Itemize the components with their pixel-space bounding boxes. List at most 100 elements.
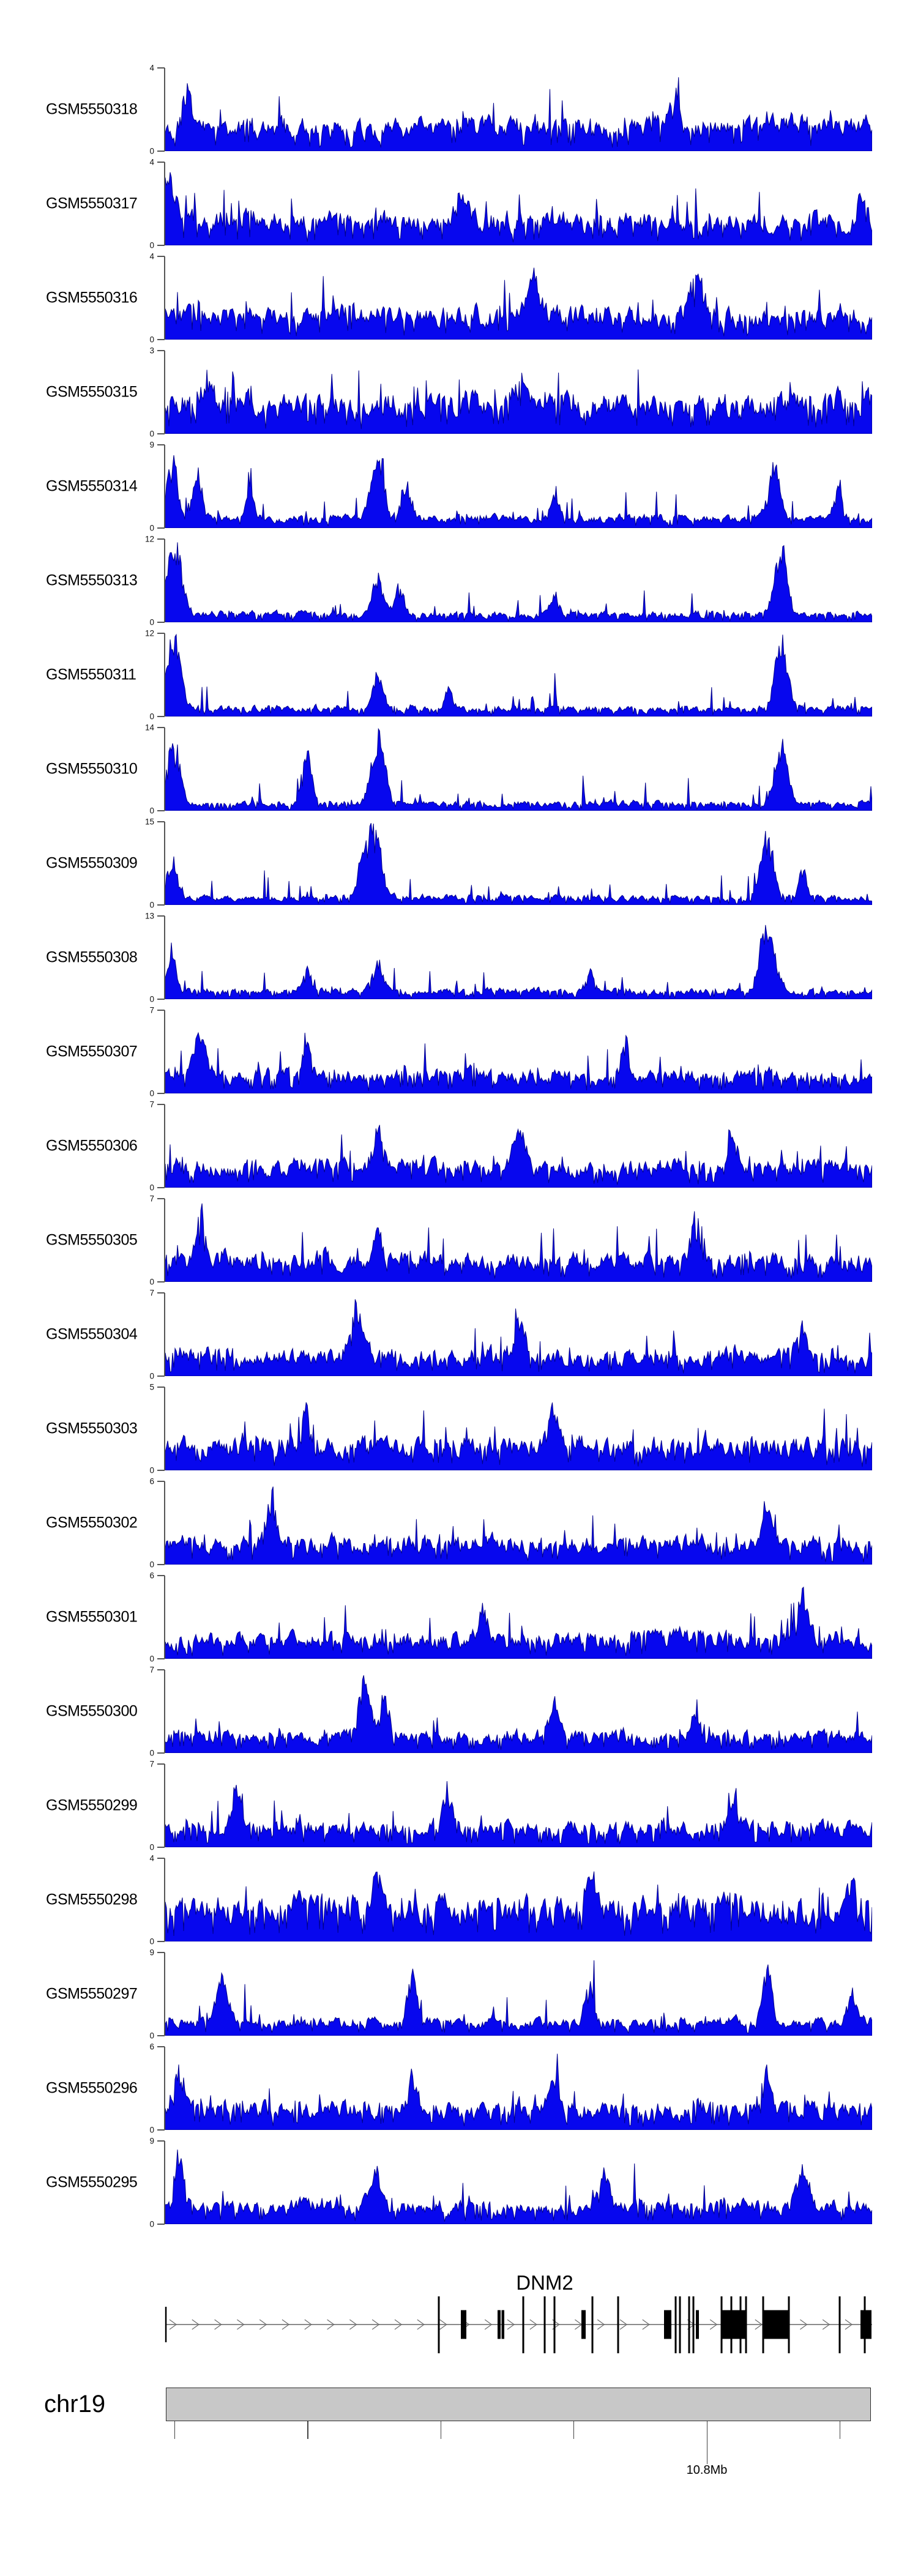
coverage-polygon [165, 1871, 872, 1941]
y-axis-zero-label: 0 [149, 335, 154, 344]
y-axis-zero-label: 0 [149, 806, 154, 816]
y-axis-max-label: 4 [149, 251, 154, 261]
signal-area-GSM5550297 [165, 1960, 872, 2036]
y-axis-tick [157, 1198, 165, 1199]
y-axis-zero-label: 0 [149, 1748, 154, 1758]
signal-area-GSM5550304 [165, 1299, 872, 1376]
y-axis-tick [157, 339, 165, 340]
track-label: GSM5550310 [46, 760, 138, 778]
coverage-polygon [165, 1781, 872, 1847]
exon-boundary-line [688, 2296, 690, 2353]
y-axis-zero-label: 0 [149, 1654, 154, 1664]
y-axis-max-label: 4 [149, 157, 154, 167]
y-axis-line [164, 1387, 165, 1470]
y-axis-zero-label: 0 [149, 1465, 154, 1475]
y-axis-tick [157, 1093, 165, 1094]
track-label: GSM5550298 [46, 1891, 138, 1908]
y-axis-max-label: 15 [144, 817, 154, 827]
track-label: GSM5550304 [46, 1325, 138, 1343]
y-axis-max-label: 9 [149, 1948, 154, 1957]
signal-area-GSM5550308 [165, 925, 872, 999]
track-label: GSM5550313 [46, 571, 138, 589]
y-axis-line [164, 1764, 165, 1847]
y-axis-tick [157, 1292, 165, 1294]
track-label: GSM5550303 [46, 1420, 138, 1437]
strand-arrow-icon [507, 2319, 515, 2330]
signal-area-GSM5550298 [165, 1871, 872, 1941]
track-label: GSM5550296 [46, 2079, 138, 2097]
y-axis-zero-label: 0 [149, 1183, 154, 1193]
y-axis-tick [157, 1941, 165, 1942]
y-axis-tick [157, 527, 165, 529]
y-axis-max-label: 4 [149, 1853, 154, 1863]
track-label: GSM5550318 [46, 100, 138, 118]
signal-area-GSM5550295 [165, 2150, 872, 2224]
y-axis-tick [157, 1847, 165, 1848]
y-axis-tick [157, 633, 165, 634]
exon-boundary-line [674, 2296, 677, 2353]
y-axis-tick [157, 256, 165, 257]
genome-axis-tick [307, 2421, 308, 2439]
exon-box [696, 2310, 699, 2339]
exon-boundary-line [692, 2296, 695, 2353]
y-axis-zero-label: 0 [149, 1371, 154, 1381]
track-label: GSM5550297 [46, 1985, 138, 2003]
signal-area-GSM5550317 [165, 172, 872, 245]
signal-area-GSM5550309 [165, 823, 872, 905]
y-axis-zero-label: 0 [149, 2031, 154, 2041]
track-label: GSM5550306 [46, 1137, 138, 1155]
y-axis-line [164, 1858, 165, 1941]
y-axis-line [164, 916, 165, 999]
y-axis-zero-label: 0 [149, 1277, 154, 1287]
exon-boundary-line [838, 2296, 841, 2353]
y-axis-tick [157, 1387, 165, 1388]
track-label: GSM5550307 [46, 1043, 138, 1060]
track-label: GSM5550305 [46, 1231, 138, 1249]
y-axis-line [164, 2141, 165, 2224]
genome-axis-tick [573, 2421, 575, 2439]
y-axis-line [164, 445, 165, 528]
signal-area-GSM5550310 [165, 728, 872, 811]
y-axis-tick [157, 1658, 165, 1659]
signal-area-GSM5550313 [165, 542, 872, 622]
y-axis-tick [157, 1104, 165, 1105]
y-axis-line [164, 539, 165, 622]
y-axis-tick [157, 433, 165, 434]
track-label: GSM5550300 [46, 1702, 138, 1720]
y-axis-tick [157, 1375, 165, 1377]
y-axis-max-label: 12 [144, 534, 154, 544]
y-axis-zero-label: 0 [149, 1089, 154, 1098]
signal-area-GSM5550300 [165, 1675, 872, 1753]
y-axis-max-label: 7 [149, 1194, 154, 1204]
chromosome-label: chr19 [44, 2391, 106, 2418]
strand-arrow-icon [237, 2319, 245, 2330]
y-axis-line [164, 728, 165, 811]
strand-arrow-icon [371, 2319, 380, 2330]
y-axis-max-label: 6 [149, 1476, 154, 1486]
signal-area-GSM5550315 [165, 369, 872, 434]
signal-area-GSM5550314 [165, 455, 872, 528]
exon-boundary-line [543, 2296, 546, 2353]
y-axis-tick [157, 1281, 165, 1282]
y-axis-tick [157, 1952, 165, 1953]
y-axis-line [164, 162, 165, 245]
y-axis-tick [157, 1669, 165, 1670]
exon-box [501, 2310, 504, 2339]
y-axis-tick [157, 2129, 165, 2131]
exon-box [722, 2310, 746, 2339]
y-axis-tick [157, 1470, 165, 1471]
strand-arrow-icon [349, 2319, 357, 2330]
coverage-polygon [165, 1032, 872, 1093]
y-axis-tick [157, 1858, 165, 1859]
strand-arrow-icon [642, 2319, 650, 2330]
exon-box [498, 2310, 501, 2339]
y-axis-tick [157, 915, 165, 917]
strand-arrow-icon [845, 2319, 853, 2330]
track-label: GSM5550301 [46, 1608, 138, 1626]
exon-box [664, 2310, 671, 2339]
track-label: GSM5550309 [46, 854, 138, 872]
y-axis-tick [157, 538, 165, 540]
y-axis-tick [157, 162, 165, 163]
y-axis-line [164, 633, 165, 717]
